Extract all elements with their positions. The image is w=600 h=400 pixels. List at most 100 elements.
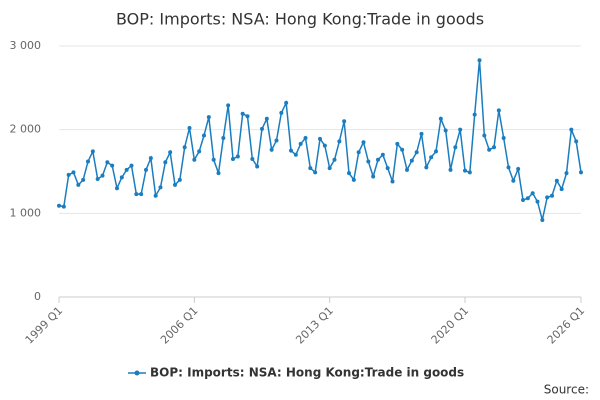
data-point [71,170,76,175]
data-point [390,179,395,184]
y-tick-label: 1 000 [10,206,42,219]
data-point [119,175,124,180]
data-point [579,170,583,175]
data-point [453,145,458,150]
data-point [342,119,347,124]
data-point [129,163,134,168]
data-point [332,157,337,162]
data-point [95,177,100,182]
y-tick-label: 0 [34,290,41,303]
data-point [197,149,202,154]
data-point [569,127,574,132]
data-point [463,168,467,173]
data-point [405,167,409,172]
data-point [221,136,226,141]
data-point [395,141,400,146]
data-point [61,204,66,209]
data-point [81,177,86,182]
data-point [443,128,448,133]
data-point [351,177,356,182]
data-point [187,125,192,130]
data-point [409,158,414,163]
data-point [105,160,110,165]
data-point [139,192,144,197]
data-point [148,156,153,161]
legend-label: BOP: Imports: NSA: Hong Kong:Trade in go… [150,366,464,380]
data-point [202,133,206,138]
x-tick-label: 2006 Q1 [158,304,201,347]
data-point [322,143,327,148]
data-point [308,166,313,171]
data-point [434,149,438,154]
chart-title: BOP: Imports: NSA: Hong Kong:Trade in go… [116,10,484,29]
data-point [124,167,129,172]
data-point [550,193,554,198]
data-point [226,103,231,108]
data-point [66,172,71,177]
y-tick-label: 3 000 [10,39,42,52]
x-tick-label: 2020 Q1 [429,304,472,347]
data-point [100,173,105,178]
data-point [303,136,308,141]
data-point [206,115,211,120]
data-point [211,157,216,162]
source-label: Source: [544,383,589,397]
data-point [260,126,264,131]
data-point [153,193,158,198]
data-point [313,170,318,175]
data-point [57,203,61,208]
data-point [371,174,376,179]
data-point [424,165,429,170]
data-point [361,140,366,145]
data-point [574,139,579,144]
data-point [231,156,235,161]
data-point [298,141,303,146]
data-point [506,165,511,170]
data-point [76,182,81,187]
x-tick-label: 2013 Q1 [293,304,336,347]
data-point [501,136,506,141]
data-point [559,187,564,192]
data-point [347,171,351,176]
data-point [293,152,298,157]
data-point [516,166,521,171]
data-point [482,133,487,138]
data-point [554,178,559,183]
data-point [545,195,550,200]
data-point [192,157,197,162]
data-point [158,185,163,190]
data-point [535,199,540,204]
data-point [521,197,525,202]
data-point [356,150,361,155]
data-point [86,159,90,164]
data-point [110,163,115,168]
data-point [134,192,139,197]
data-point [380,152,385,157]
data-point [525,196,530,201]
data-point [487,147,492,152]
data-point [458,127,463,132]
data-point [168,150,173,155]
data-point [235,154,240,159]
data-point [376,157,380,162]
y-tick-label: 2 000 [10,123,42,136]
data-point [496,108,501,113]
data-point [337,139,342,144]
data-point [90,149,95,154]
data-point [245,114,250,119]
data-point [429,155,434,160]
x-tick-label: 1999 Q1 [23,304,66,347]
data-point [250,156,255,161]
data-point [327,166,332,171]
data-point [477,58,482,63]
data-point [289,148,293,153]
data-point [163,160,168,165]
data-point [255,164,260,169]
data-point [216,171,221,176]
x-tick-label: 2026 Q1 [545,304,588,347]
data-point [467,170,472,175]
data-point [115,186,119,191]
data-point [318,136,322,141]
data-point [177,177,182,182]
